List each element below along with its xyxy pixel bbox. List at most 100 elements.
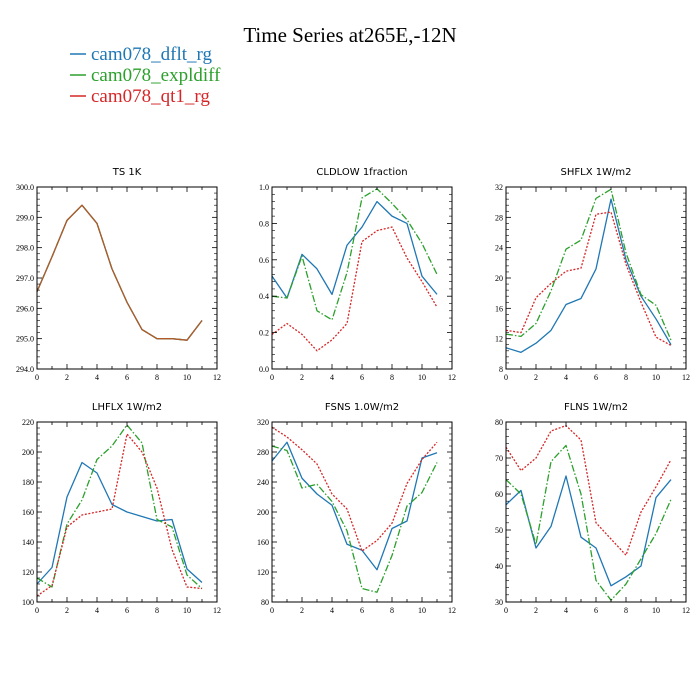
panels: TS 1K0 2 4 6 8 10 12294.0295.0296.0297.0298.02… — [16, 167, 690, 615]
series-line-cam078_dflt_rg — [36, 461, 203, 585]
y-tick-label: 24 — [495, 244, 503, 253]
panel-title: SHFLX 1W/m2 — [561, 167, 632, 178]
legend-label: cam078_expldiff — [91, 65, 221, 86]
series-line-cam078_expldiff — [505, 188, 672, 341]
y-tick-label: 320 — [257, 418, 269, 427]
x-tick-label: 6 — [125, 606, 129, 615]
y-tick-label: 240 — [257, 478, 269, 487]
x-tick-label: 10 — [652, 606, 660, 615]
x-tick-label: 0 — [270, 373, 274, 382]
y-tick-label: 100 — [22, 598, 34, 607]
x-tick-label: 6 — [125, 373, 129, 382]
series-line-cam078_qt1_rg — [36, 433, 203, 597]
plot-frame — [36, 186, 218, 370]
x-tick-label: 2 — [534, 606, 538, 615]
y-tick-label: 50 — [495, 526, 503, 535]
legend-entry: cam078_expldiff — [70, 65, 221, 86]
y-tick-label: 299.0 — [16, 213, 34, 222]
y-tick-label: 0.0 — [259, 365, 269, 374]
panel: TS 1K 0 2 4 6 8 10 12 294.0 295.0 296.0 297.0 298.0 2… — [16, 167, 221, 382]
x-tick-label: 12 — [448, 606, 456, 615]
y-tick-label: 298.0 — [16, 244, 34, 253]
x-tick-label: 2 — [65, 373, 69, 382]
series-line-cam078_qt1_rg — [271, 426, 438, 552]
y-tick-label: 180 — [22, 478, 34, 487]
series-line-cam078_dflt_rg — [271, 441, 438, 571]
series-line-cam078_qt1_rg — [505, 211, 672, 347]
x-tick-label: 10 — [418, 606, 426, 615]
y-tick-label: 40 — [495, 562, 503, 571]
x-tick-label: 6 — [594, 606, 598, 615]
legend-entry: cam078_dflt_rg — [70, 44, 213, 65]
y-tick-label: 28 — [495, 213, 503, 222]
panel: LHFLX 1W/m2 0 2 4 6 8 10 12 100 120 140 160 180 200 22… — [22, 402, 221, 615]
legend-label: cam078_qt1_rg — [91, 86, 210, 107]
panel-title: CLDLOW 1fraction — [316, 167, 407, 178]
y-tick-label: 160 — [257, 538, 269, 547]
y-tick-label: 32 — [495, 183, 503, 192]
panel-title: LHFLX 1W/m2 — [92, 402, 162, 413]
series-line-cam078_expldiff — [271, 188, 438, 321]
x-tick-label: 2 — [300, 373, 304, 382]
series-line-cam078_expldiff — [36, 424, 203, 589]
panel: FLNS 1W/m2 0 2 4 6 8 10 12 30 40 50 60 70 80 — [495, 402, 690, 615]
x-tick-label: 8 — [390, 606, 394, 615]
series-line-cam078_dflt_rg — [36, 204, 203, 341]
panel-title: TS 1K — [112, 167, 142, 178]
x-tick-label: 4 — [95, 373, 99, 382]
y-tick-label: 295.0 — [16, 335, 34, 344]
legend-entry: cam078_qt1_rg — [70, 86, 210, 107]
plot-frame — [271, 421, 453, 603]
x-tick-label: 10 — [652, 373, 660, 382]
series-line-cam078_dflt_rg — [505, 198, 672, 353]
y-tick-label: 300.0 — [16, 183, 34, 192]
y-tick-label: 200 — [22, 448, 34, 457]
x-tick-label: 8 — [390, 373, 394, 382]
y-tick-label: 120 — [257, 568, 269, 577]
x-tick-label: 12 — [213, 606, 221, 615]
y-tick-label: 16 — [495, 304, 503, 313]
x-tick-label: 8 — [155, 606, 159, 615]
x-tick-label: 0 — [270, 606, 274, 615]
y-tick-label: 294.0 — [16, 365, 34, 374]
y-tick-label: 0.2 — [259, 329, 269, 338]
x-tick-label: 10 — [183, 373, 191, 382]
y-tick-label: 120 — [22, 568, 34, 577]
panel-title: FLNS 1W/m2 — [564, 402, 628, 413]
x-tick-label: 8 — [624, 606, 628, 615]
x-tick-label: 0 — [35, 606, 39, 615]
x-tick-label: 0 — [504, 373, 508, 382]
x-tick-label: 0 — [35, 373, 39, 382]
series-line-cam078_qt1_rg — [271, 226, 438, 352]
plot-frame — [505, 421, 687, 603]
plot-frame — [505, 186, 687, 370]
y-tick-label: 140 — [22, 538, 34, 547]
series-line-cam078_qt1_rg — [505, 424, 672, 556]
x-tick-label: 2 — [65, 606, 69, 615]
legend-label: cam078_dflt_rg — [91, 44, 213, 65]
series-line-cam078_expldiff — [36, 204, 203, 341]
y-tick-label: 20 — [495, 274, 503, 283]
x-tick-label: 6 — [360, 606, 364, 615]
y-tick-label: 60 — [495, 490, 503, 499]
x-tick-label: 12 — [682, 373, 690, 382]
x-tick-label: 0 — [504, 606, 508, 615]
x-tick-label: 4 — [330, 373, 334, 382]
x-tick-label: 10 — [418, 373, 426, 382]
x-tick-label: 2 — [534, 373, 538, 382]
y-tick-label: 200 — [257, 508, 269, 517]
legend: cam078_dflt_rgcam078_expldiffcam078_qt1_… — [70, 44, 221, 107]
series-line-cam078_expldiff — [271, 445, 438, 593]
x-tick-label: 10 — [183, 606, 191, 615]
x-tick-label: 4 — [564, 606, 568, 615]
y-tick-label: 1.0 — [259, 183, 269, 192]
x-tick-label: 6 — [360, 373, 364, 382]
series-line-cam078_dflt_rg — [505, 475, 672, 587]
x-tick-label: 12 — [682, 606, 690, 615]
panel: CLDLOW 1fraction 0 2 4 6 8 10 12 0.0 0.2 0.4 0.6 0.8… — [259, 167, 456, 382]
y-tick-label: 80 — [261, 598, 269, 607]
x-tick-label: 6 — [594, 373, 598, 382]
x-tick-label: 4 — [95, 606, 99, 615]
